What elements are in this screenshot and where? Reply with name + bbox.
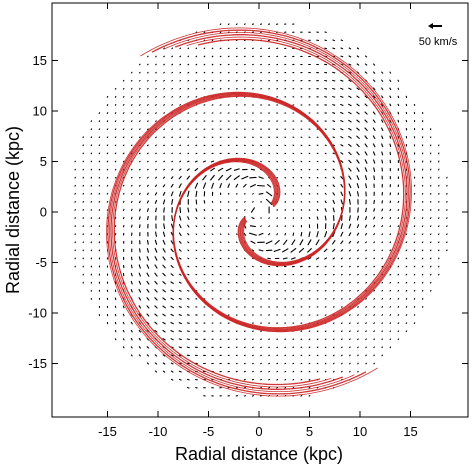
spiral-arm-strand: [172, 34, 408, 331]
x-tick-label: -10: [149, 424, 168, 439]
spiral-arm-strand: [113, 95, 346, 386]
spiral-arm-strand: [106, 91, 378, 397]
x-tick-label: 15: [403, 424, 417, 439]
plot-frame: [51, 2, 469, 418]
spiral-arm-strand: [140, 27, 412, 333]
velocity-scale-bar: 50 km/s: [419, 23, 458, 48]
x-tick-label: 10: [353, 424, 367, 439]
y-tick-label: -5: [35, 255, 47, 270]
y-tick-label: 5: [40, 154, 47, 169]
scale-arrowhead: [428, 23, 433, 29]
spiral-arm-curves: [106, 27, 412, 397]
y-tick-label: 0: [40, 205, 47, 220]
spiral-arm-strand: [107, 92, 367, 395]
x-axis-title: Radial distance (kpc): [175, 444, 343, 464]
y-tick-label: -10: [28, 306, 47, 321]
x-tick-label: -15: [98, 424, 117, 439]
x-tick-label: 5: [306, 424, 313, 439]
spiral-arm-strand: [151, 29, 411, 332]
y-tick-label: 15: [33, 53, 47, 68]
spiral-arm-strand: [110, 93, 346, 390]
y-axis-title: Radial distance (kpc): [3, 126, 23, 294]
x-tick-label: -5: [203, 424, 215, 439]
y-axis-ticks: 15 10 5 0 -5 -10 -15: [28, 53, 468, 371]
y-tick-label: -15: [28, 356, 47, 371]
y-tick-label: 10: [33, 104, 47, 119]
x-axis-ticks: -15 -10 -5 0 5 10 15: [98, 3, 418, 439]
spiral-arm-strand: [172, 38, 405, 329]
x-tick-label: 0: [255, 424, 262, 439]
scale-bar-label: 50 km/s: [419, 36, 458, 48]
